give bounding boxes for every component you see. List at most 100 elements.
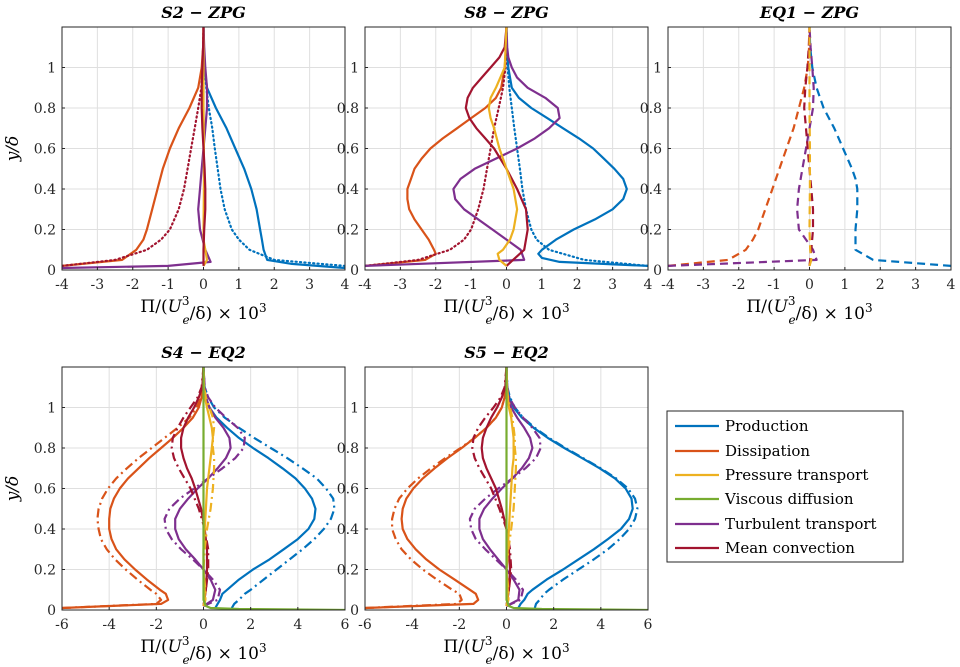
y-tick-label: 0.6 — [337, 142, 359, 158]
y-tick-label: 0.6 — [34, 142, 56, 158]
legend-entry: Mean convection — [675, 539, 855, 557]
x-tick-label: 0 — [199, 617, 208, 633]
y-tick-label: 0 — [653, 263, 662, 279]
x-tick-label: -2 — [126, 277, 140, 293]
panel: -6 -4 -2 0 2 4 6 0 0.2 0.4 0.6 0.8 1 S4 − EQ2 Π/(U3 e/δ… — [3, 343, 350, 667]
panel-title: S4 − EQ2 — [161, 343, 246, 362]
x-tick-label: 0 — [805, 277, 814, 293]
x-tick-label: 3 — [911, 277, 920, 293]
x-tick-label: 1 — [537, 277, 546, 293]
y-axis-label: y/δ — [3, 136, 23, 163]
x-tick-label: -4 — [55, 277, 69, 293]
x-axis-label: Π/(U3 e/δ) × 103 — [443, 294, 569, 327]
series-line-mean-convection-dotted — [365, 27, 508, 267]
series-line-mean-convection-solid — [464, 27, 529, 267]
x-tick-label: -1 — [464, 277, 478, 293]
series-line-mean-convection-solid — [180, 367, 209, 607]
y-tick-label: 0.6 — [34, 482, 56, 498]
x-axis-label: Π/(U3 e/δ) × 103 — [140, 634, 266, 667]
x-tick-label: -3 — [697, 277, 711, 293]
y-tick-label: 0.6 — [640, 142, 662, 158]
legend-entry: Turbulent transport — [675, 515, 877, 533]
series-group — [62, 27, 345, 270]
legend-label: Pressure transport — [725, 466, 868, 484]
series-line-pressure-transport-dashed — [808, 27, 813, 267]
legend-entry: Dissipation — [675, 442, 810, 460]
y-tick-label: 0.4 — [34, 522, 56, 538]
series-line-production-solid — [505, 27, 648, 267]
y-tick-label: 0.4 — [337, 182, 359, 198]
y-axis-label: y/δ — [3, 476, 23, 503]
legend-entry: Viscous diffusion — [675, 490, 854, 508]
series-line-production-dashed — [808, 27, 951, 267]
y-tick-label: 0.2 — [640, 223, 662, 239]
x-tick-label: 1 — [234, 277, 243, 293]
x-tick-label: -1 — [161, 277, 175, 293]
x-tick-label: 4 — [596, 617, 605, 633]
legend-entry: Production — [675, 417, 809, 435]
series-line-pressure-transport-solid — [202, 27, 209, 267]
y-tick-label: 0.8 — [34, 101, 56, 117]
series-group — [668, 27, 951, 267]
x-tick-label: -3 — [394, 277, 408, 293]
panel-title: S5 − EQ2 — [464, 343, 549, 362]
series-line-viscous-diffusion-solid — [202, 367, 345, 610]
y-tick-label: 0.2 — [337, 223, 359, 239]
y-tick-label: 0.4 — [337, 522, 359, 538]
x-tick-label: -2 — [732, 277, 746, 293]
series-line-mean-convection-solid — [200, 27, 207, 266]
x-tick-label: -2 — [150, 617, 164, 633]
y-tick-label: 1 — [350, 401, 359, 417]
x-axis-label: Π/(U3 e/δ) × 103 — [746, 294, 872, 327]
y-tick-label: 0 — [350, 263, 359, 279]
x-tick-label: -6 — [55, 617, 69, 633]
x-tick-label: -1 — [767, 277, 781, 293]
series-group — [365, 367, 648, 610]
series-line-mean-convection-dashed — [803, 27, 815, 267]
x-tick-label: 2 — [270, 277, 279, 293]
y-tick-label: 1 — [653, 61, 662, 77]
x-tick-label: 4 — [341, 277, 350, 293]
x-tick-label: 0 — [199, 277, 208, 293]
x-tick-label: 2 — [549, 617, 558, 633]
legend-label: Mean convection — [725, 539, 855, 557]
panel-title: S2 − ZPG — [161, 3, 246, 22]
legend-entry: Pressure transport — [675, 466, 868, 484]
y-tick-label: 0.2 — [34, 563, 56, 579]
y-tick-label: 0.8 — [337, 101, 359, 117]
x-axis-label: Π/(U3 e/δ) × 103 — [443, 634, 569, 667]
legend-label: Viscous diffusion — [724, 490, 854, 508]
series-line-turbulent-transport-dashdot — [163, 367, 246, 608]
x-tick-label: -4 — [405, 617, 419, 633]
y-tick-label: 0.8 — [34, 441, 56, 457]
y-tick-label: 0.8 — [640, 101, 662, 117]
legend-label: Turbulent transport — [725, 515, 877, 533]
series-line-mean-convection-dashdot — [471, 367, 513, 607]
series-line-pressure-transport-solid — [487, 27, 519, 267]
series-line-mean-convection-solid — [480, 367, 512, 607]
x-tick-label: 4 — [947, 277, 956, 293]
y-tick-label: 1 — [47, 61, 56, 77]
x-tick-label: -4 — [358, 277, 372, 293]
series-group — [365, 27, 648, 267]
y-tick-label: 0.4 — [34, 182, 56, 198]
series-line-mean-convection-dashdot — [170, 367, 210, 607]
legend-box — [666, 410, 904, 563]
y-tick-label: 0.6 — [337, 482, 359, 498]
series-line-viscous-diffusion-solid — [505, 367, 648, 610]
series-line-turbulent-transport-solid — [62, 27, 212, 270]
legend-label: Production — [725, 417, 809, 435]
y-tick-label: 0.8 — [337, 441, 359, 457]
x-tick-label: 0 — [502, 617, 511, 633]
series-line-dissipation-dashed — [668, 27, 811, 267]
series-group — [62, 367, 345, 610]
y-tick-label: 0.2 — [34, 223, 56, 239]
series-line-turbulent-transport-solid — [365, 27, 561, 267]
x-tick-label: 3 — [608, 277, 617, 293]
legend: Production Dissipation Pressure transpor… — [666, 410, 904, 563]
